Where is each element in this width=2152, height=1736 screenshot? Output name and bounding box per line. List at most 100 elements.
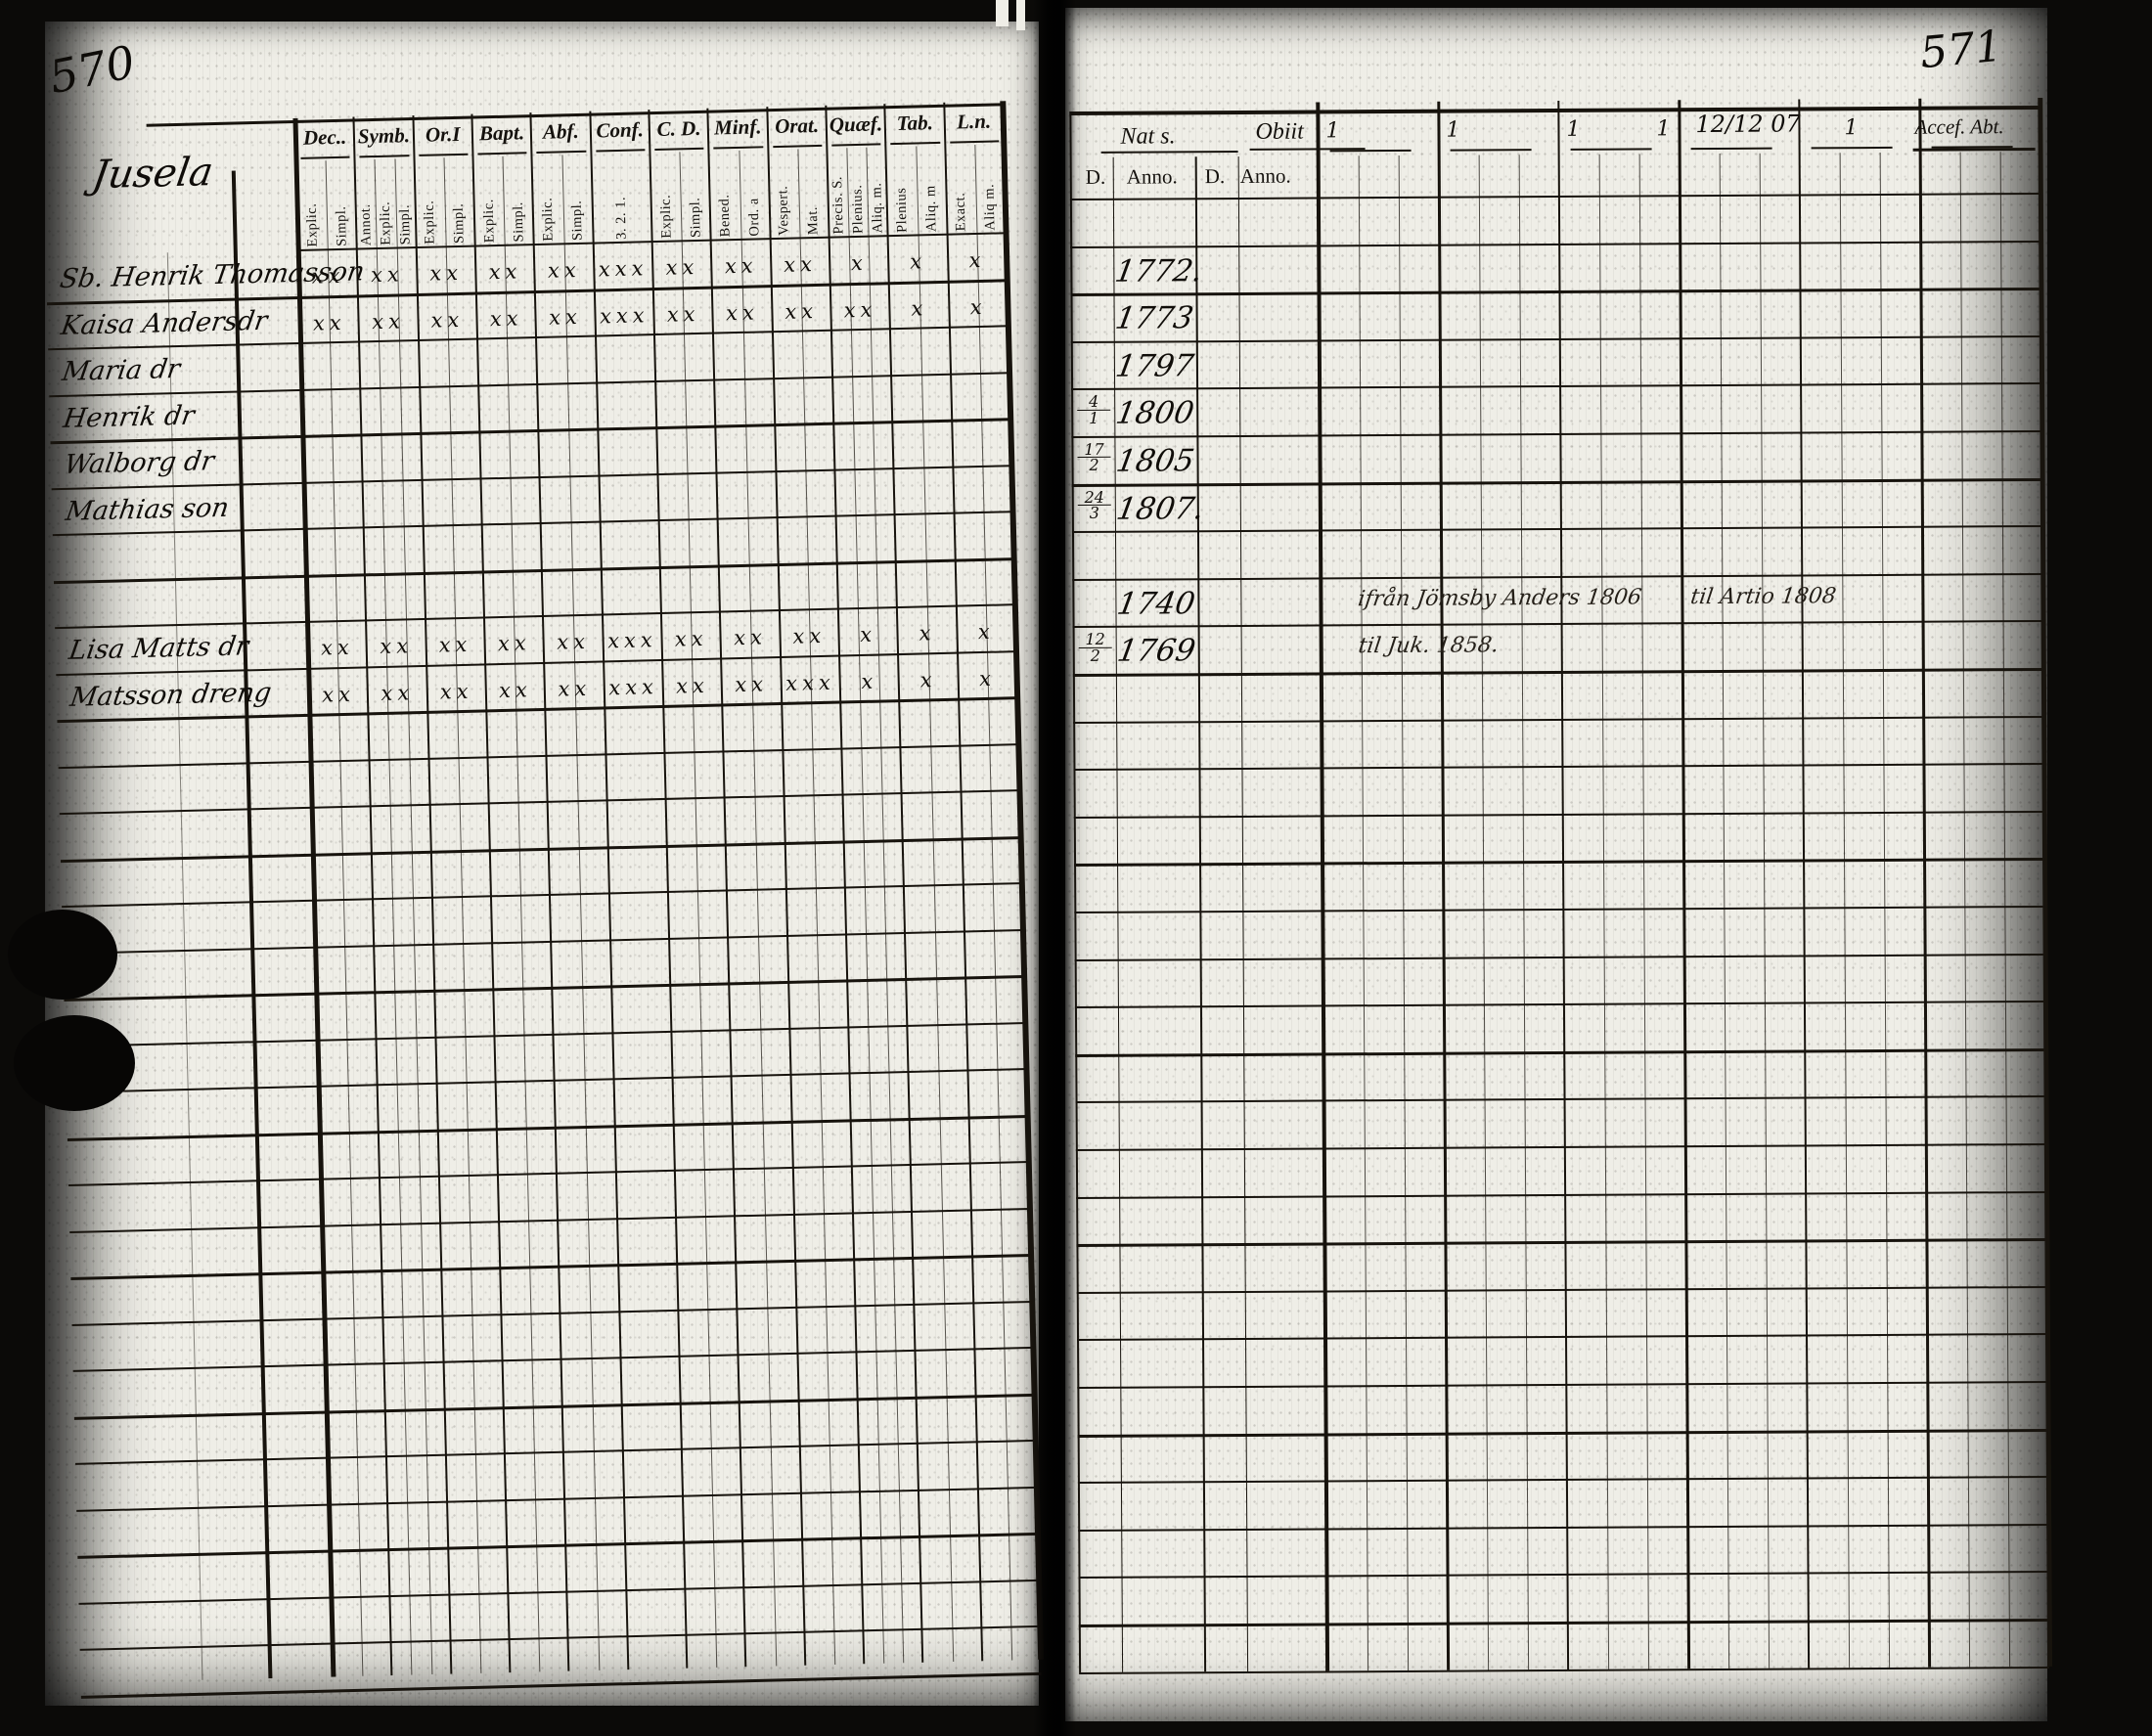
right-page: 571 Nat s. Obiit 12/12 07 Accef. Abt. D.… xyxy=(1065,8,2052,1721)
row-rule xyxy=(1078,1523,2049,1532)
column-rule xyxy=(529,112,570,1671)
column-rule xyxy=(765,107,806,1666)
column-header-underline xyxy=(477,152,527,156)
communion-mark: x xyxy=(919,621,936,645)
column-rule xyxy=(883,104,924,1663)
entry-name: Matsson dreng xyxy=(67,677,274,713)
communion-mark: xx xyxy=(735,671,769,696)
column-subheader: Explic. xyxy=(480,199,498,244)
row-rule xyxy=(71,1300,1033,1326)
communion-mark: x xyxy=(861,669,878,693)
grid-group-label: 1 xyxy=(1566,116,1581,142)
column-header-underline xyxy=(772,144,823,149)
communion-table: Dec.. Explic. Simpl. Symb. Annot. Explic. Simp… xyxy=(26,5,1045,1699)
column-header-4: Bapt. xyxy=(478,120,525,146)
year-entry: 1769 xyxy=(1114,633,1198,670)
communion-mark: xx xyxy=(312,310,346,335)
day-year-column-rule xyxy=(1194,156,1207,1671)
grid-sub-rule xyxy=(1719,153,1730,1669)
communion-mark: xxx xyxy=(599,302,650,328)
migration-note: til Artio 1808 xyxy=(1688,584,1838,609)
communion-mark: xx xyxy=(320,635,354,660)
communion-mark: xx xyxy=(497,631,531,656)
day-year-subheader: Anno. xyxy=(1239,163,1291,188)
dates-grid: D. Anno. D. Anno. 1 1 1 1 1 1772. 1773 1797 4 1 1800 17… xyxy=(1061,5,2052,1674)
grid-sub-rule xyxy=(1959,152,1971,1668)
grid-group-underline xyxy=(1811,146,1893,150)
column-subheader: Ord. a xyxy=(745,198,763,237)
communion-mark: xx xyxy=(489,305,523,331)
year-entry: 1773 xyxy=(1112,300,1196,336)
row-rule xyxy=(68,1160,1029,1186)
column-rule xyxy=(942,102,983,1662)
row-rule xyxy=(1077,1380,2048,1390)
column-rule xyxy=(412,115,453,1674)
row-rule xyxy=(59,789,1020,816)
column-subheader: Exact. xyxy=(952,192,969,232)
grid-group-label: 1 xyxy=(1656,116,1671,142)
row-rule xyxy=(1073,763,2044,772)
communion-mark: xx xyxy=(674,626,708,651)
day-fraction-part: 3 xyxy=(1077,504,1111,522)
right-page-content: 571 Nat s. Obiit 12/12 07 Accef. Abt. D.… xyxy=(1061,5,2054,1724)
day-fraction: 17 2 xyxy=(1077,440,1111,474)
communion-mark: x xyxy=(968,247,986,273)
accession-column-header: Accef. Abt. xyxy=(1914,114,2004,139)
grid-group-underline xyxy=(1450,149,1532,152)
handwritten-date-note: 12/12 07 xyxy=(1695,110,1801,139)
entry-name: Lisa Matts dr xyxy=(67,631,251,666)
binding-clip-slit xyxy=(996,0,1009,26)
year-entry: 1800 xyxy=(1113,395,1197,432)
day-year-subheader: D. xyxy=(1085,164,1106,189)
grid-sub-rule xyxy=(1638,154,1650,1669)
row-rule xyxy=(1078,1618,2049,1627)
column-header-underline xyxy=(654,147,704,152)
row-rule xyxy=(1074,858,2045,868)
row-rule xyxy=(1071,382,2042,391)
row-rule xyxy=(1074,953,2045,961)
row-rule xyxy=(1071,525,2042,534)
row-rule xyxy=(1078,1571,2049,1580)
row-rule xyxy=(67,1114,1028,1141)
entry-name: Henrik dr xyxy=(61,400,197,434)
communion-mark: xx xyxy=(380,634,414,659)
column-header-underline xyxy=(419,153,469,156)
column-header-underline xyxy=(890,141,940,146)
column-subheader: Aliq. m. xyxy=(869,182,886,234)
row-rule xyxy=(1079,1666,2050,1674)
day-year-column-rule xyxy=(1112,156,1124,1672)
farm-name: Jusela xyxy=(89,149,216,199)
entry-name: Walborg dr xyxy=(62,446,217,480)
communion-mark: xx xyxy=(311,263,345,289)
entry-name: Maria dr xyxy=(60,353,183,387)
communion-mark: xx xyxy=(843,297,877,322)
row-rule xyxy=(1075,1047,2046,1057)
header-top-rule xyxy=(1069,105,2040,116)
year-entry: 1772. xyxy=(1112,252,1206,289)
day-fraction: 12 2 xyxy=(1078,630,1112,664)
grid-sub-rule xyxy=(1398,155,1410,1670)
grid-sub-rule xyxy=(1518,155,1530,1669)
row-rule xyxy=(49,371,1010,397)
column-subheader: Explic. xyxy=(377,200,394,245)
column-header-underline xyxy=(713,146,764,150)
row-rule xyxy=(1075,1095,2046,1104)
communion-mark: x xyxy=(909,249,927,274)
row-rule xyxy=(63,928,1023,955)
year-entry: 1740 xyxy=(1114,586,1198,622)
column-subheader: Explic. xyxy=(657,194,675,239)
row-rule xyxy=(1077,1476,2048,1485)
grid-sub-rule xyxy=(1879,152,1891,1668)
row-rule xyxy=(1074,1001,2045,1009)
column-rule xyxy=(471,113,512,1673)
row-rule xyxy=(1072,667,2043,678)
communion-mark: xx xyxy=(675,673,710,698)
row-rule xyxy=(69,1207,1030,1233)
communion-mark: xx xyxy=(548,304,583,330)
row-rule xyxy=(1072,572,2043,581)
grid-sub-rule xyxy=(1839,153,1851,1668)
communion-mark: xx xyxy=(558,676,592,701)
communion-mark: xx xyxy=(783,252,818,277)
left-page: 570 Jusela Dec.. Explic. Simpl. Symb. Annot.… xyxy=(45,22,1045,1706)
binding-clip-slit xyxy=(1016,0,1025,30)
